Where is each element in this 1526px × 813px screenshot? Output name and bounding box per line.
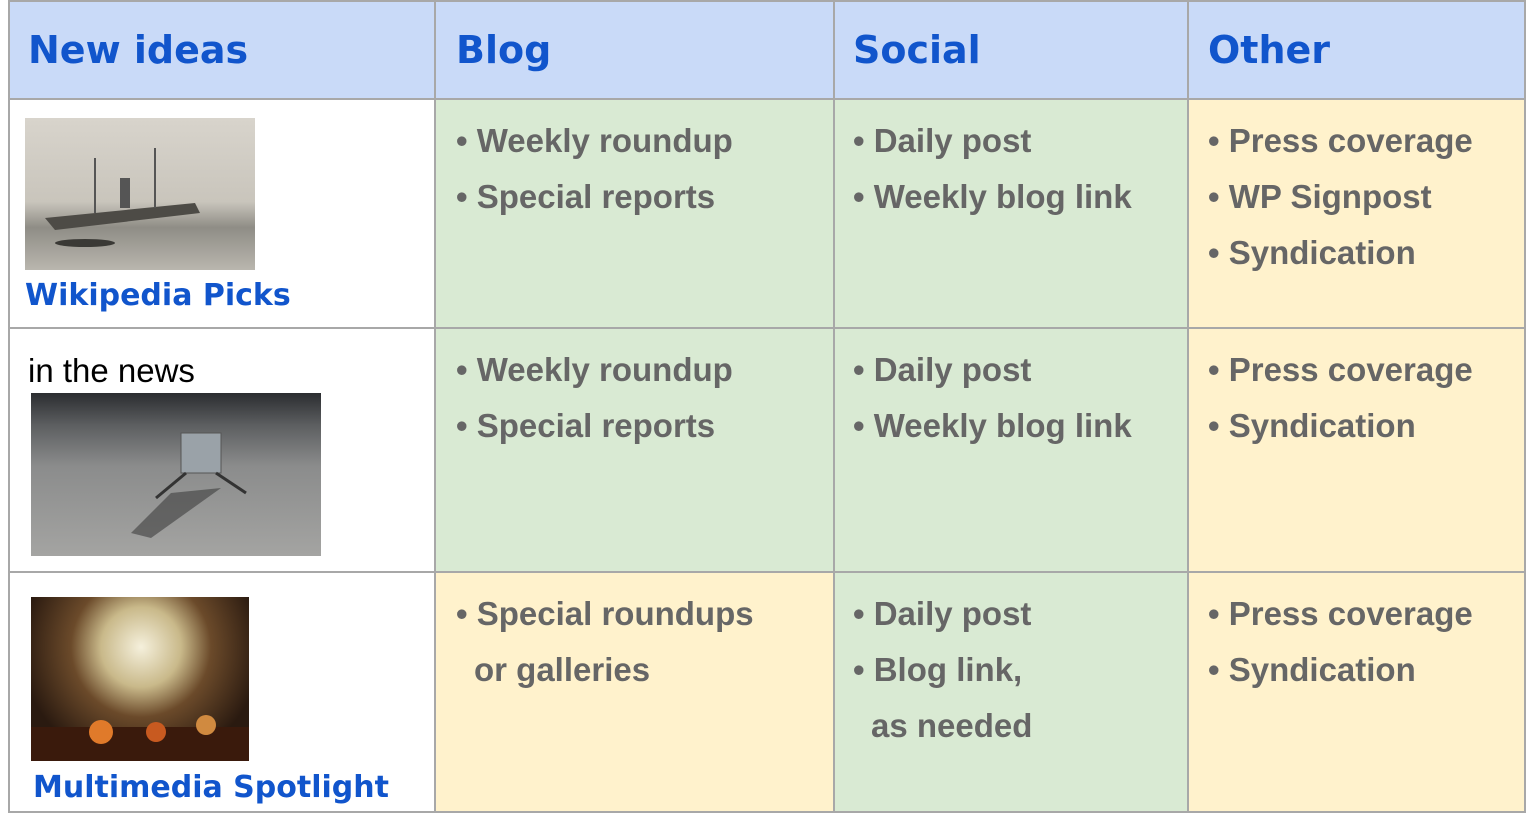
stage-drawing [31,715,249,761]
bullet-item: • Syndication [1208,234,1416,271]
table-cell [835,329,1189,573]
header-cell [436,0,835,100]
bullet-item: • Weekly roundup [456,122,733,159]
row-label: Multimedia Spotlight [33,770,389,805]
bullet-item: • Special reports [456,178,716,215]
lander-drawing [131,432,247,538]
table-cell [436,100,835,329]
bullet-item: • Special reports [456,407,716,444]
bullet-item: • Press coverage [1208,595,1473,632]
table-cell [1189,329,1526,573]
table-cell [436,329,835,573]
bullet-item: • Weekly roundup [456,351,733,388]
bullet-item: • Weekly blog link [853,407,1132,444]
bullet-item: • Syndication [1208,407,1416,444]
bullet-item: • Daily post [853,351,1032,388]
header-cell [8,0,436,100]
comet-image [31,393,321,556]
header-text: Other [1208,28,1331,72]
bullet-item: or galleries [474,651,651,688]
row-label: Wikipedia Picks [25,278,291,313]
ship-image [25,118,255,270]
table-cell [1189,573,1526,813]
bullet-item: • Daily post [853,122,1032,159]
bullet-item: • Press coverage [1208,351,1473,388]
header-text: Blog [456,28,552,72]
bullet-item: • Daily post [853,595,1032,632]
ship-drawing [45,148,200,247]
table-cell [436,573,835,813]
bullet-item: • Weekly blog link [853,178,1132,215]
header-cell [835,0,1189,100]
bullet-item: • Special roundups [456,595,754,632]
bullet-item: • WP Signpost [1208,178,1432,215]
header-text: New ideas [28,28,249,72]
header-text: Social [853,28,981,72]
bullet-item: • Press coverage [1208,122,1473,159]
bullet-item: • Syndication [1208,651,1416,688]
table-cell [835,573,1189,813]
header-cell [1189,0,1526,100]
bullet-item: as needed [871,707,1033,744]
table-cell [835,100,1189,329]
table-cell [1189,100,1526,329]
row-label: in the news [28,352,195,389]
concert-image [31,597,249,761]
bullet-item: • Blog link, [853,651,1023,688]
